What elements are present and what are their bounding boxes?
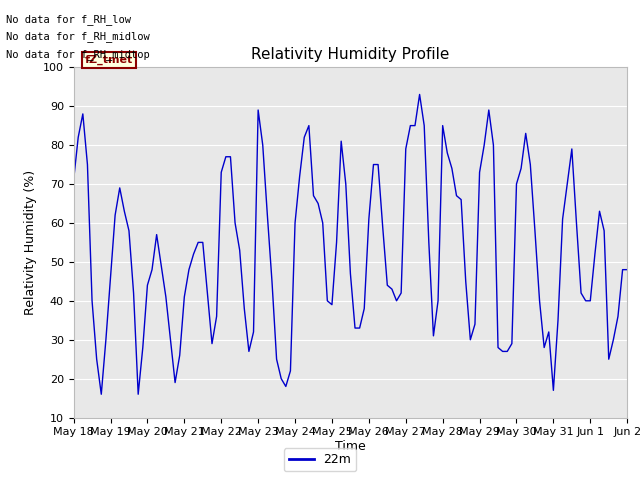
Text: No data for f_RH_midtop: No data for f_RH_midtop <box>6 49 150 60</box>
Y-axis label: Relativity Humidity (%): Relativity Humidity (%) <box>24 170 37 315</box>
Text: No data for f_RH_midlow: No data for f_RH_midlow <box>6 31 150 42</box>
Legend: 22m: 22m <box>284 448 356 471</box>
X-axis label: Time: Time <box>335 440 366 453</box>
Text: fZ_tmet: fZ_tmet <box>84 55 133 65</box>
Title: Relativity Humidity Profile: Relativity Humidity Profile <box>252 47 449 62</box>
Text: No data for f_RH_low: No data for f_RH_low <box>6 13 131 24</box>
